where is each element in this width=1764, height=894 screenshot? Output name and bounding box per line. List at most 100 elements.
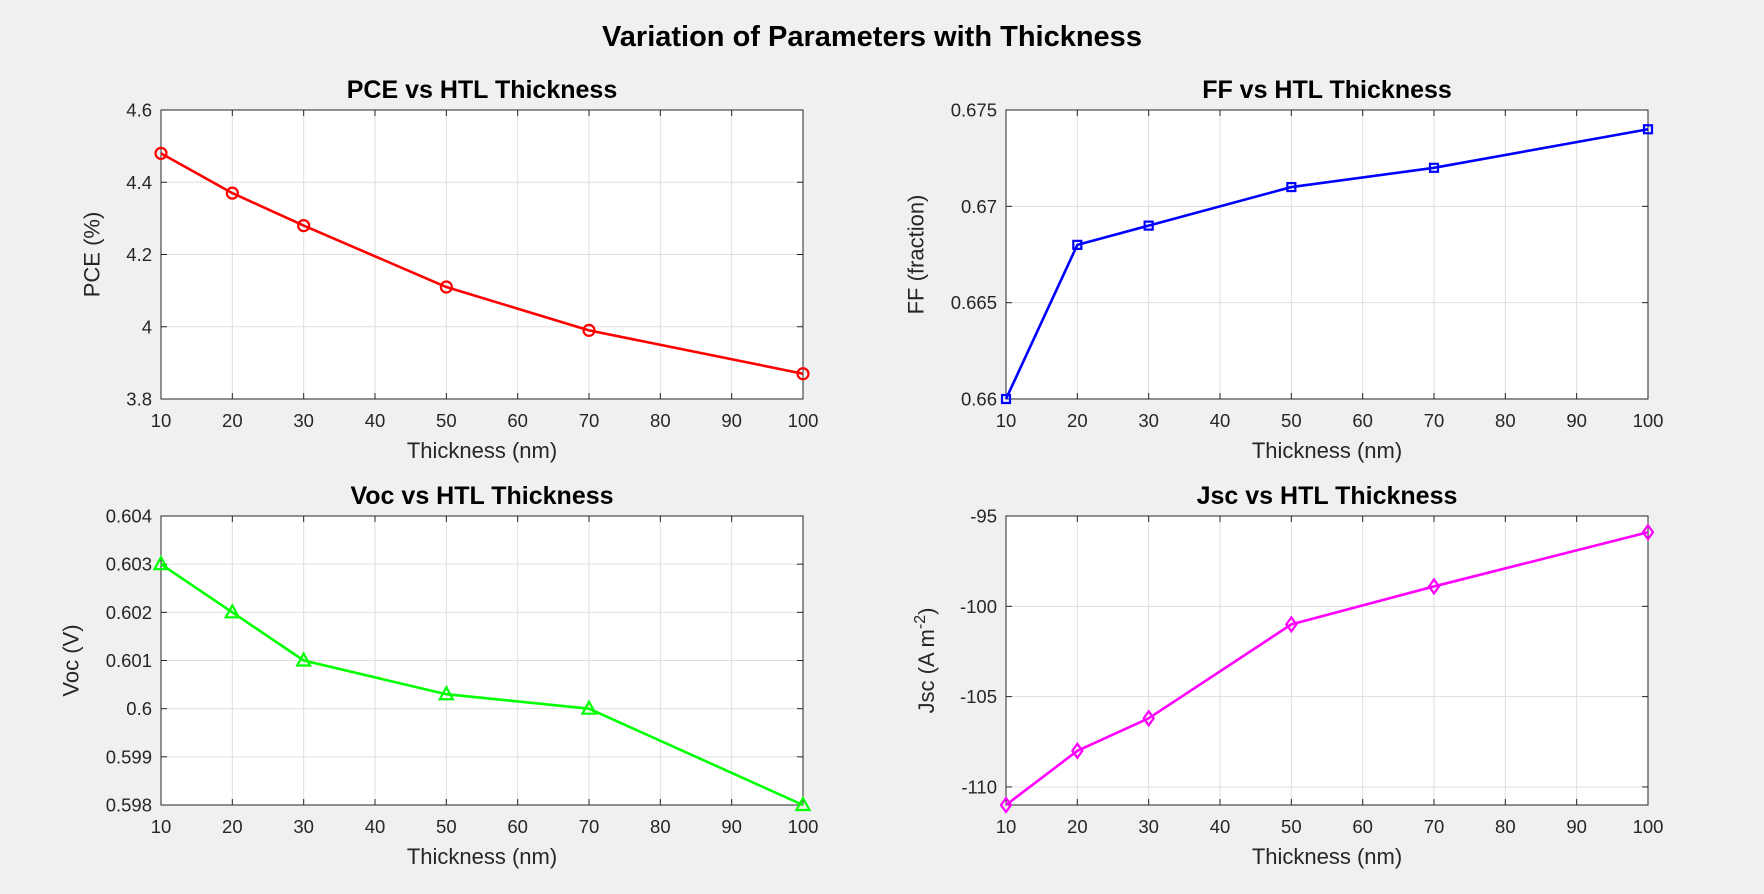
y-tick-label: 4 <box>142 316 152 337</box>
data-point-marker <box>1428 162 1440 173</box>
data-point-marker <box>796 367 810 381</box>
y-tick-label: -110 <box>961 776 997 797</box>
x-tick-label: 60 <box>507 410 528 431</box>
y-axis-label: Jsc (A m-2) <box>912 608 939 714</box>
x-tick-label: 80 <box>650 816 671 837</box>
data-point-marker <box>1070 741 1084 760</box>
x-tick-label: 90 <box>721 816 742 837</box>
x-tick-label: 100 <box>788 410 819 431</box>
data-point-marker <box>1286 181 1297 193</box>
subplot-2: 10 20 30 40 50 60 70 80 90 100 0.66 0.665 0.67 0.675 F… <box>904 76 1664 463</box>
x-axis-label: Thickness (nm) <box>407 844 557 869</box>
y-tick-label: 4.2 <box>126 244 152 265</box>
x-tick-label: 90 <box>1566 816 1587 837</box>
data-point-marker <box>295 651 313 667</box>
y-tick-label: 0.604 <box>106 506 152 527</box>
series-line <box>1004 127 1649 400</box>
x-tick-label: 20 <box>222 410 243 431</box>
data-point-marker <box>999 796 1013 814</box>
axes-box <box>1005 109 1649 400</box>
data-point-marker <box>1142 709 1156 728</box>
y-tick-label: 0.67 <box>961 196 997 217</box>
x-tick-label: 10 <box>996 816 1017 837</box>
x-tick-label: 50 <box>436 410 457 431</box>
x-tick-label: 40 <box>1210 816 1231 837</box>
subplot-title: Voc vs HTL Thickness <box>350 482 613 510</box>
x-tick-label: 80 <box>1495 816 1516 837</box>
x-tick-label: 10 <box>151 816 172 837</box>
x-tick-label: 30 <box>293 410 314 431</box>
y-tick-label: -100 <box>960 596 997 617</box>
x-tick-label: 30 <box>1138 410 1159 431</box>
subplot-1: 10 20 30 40 50 60 70 80 90 100 3.8 4 4.2 4.4 4.6 PCE vs… <box>80 76 819 463</box>
x-tick-label: 70 <box>579 410 600 431</box>
x-tick-label: 40 <box>1210 410 1231 431</box>
data-point-marker <box>1641 523 1655 542</box>
y-axis-label: Voc (V) <box>59 624 84 696</box>
subplot-4: 10 20 30 40 50 60 70 80 90 100 -110 -105 -100 -95 Jsc … <box>912 482 1663 869</box>
subplot-title: FF vs HTL Thickness <box>1202 76 1452 104</box>
data-point-marker <box>1072 239 1083 250</box>
y-axis-label-main: Jsc (A m <box>914 629 939 713</box>
x-tick-label: 90 <box>721 410 742 431</box>
x-tick-label: 20 <box>1067 816 1088 837</box>
data-point-marker <box>794 795 812 812</box>
x-tick-label: 90 <box>1566 410 1587 431</box>
data-point-marker <box>297 219 311 233</box>
x-tick-label: 50 <box>436 816 457 837</box>
x-tick-label: 60 <box>1352 816 1373 837</box>
y-tick-label: 0.598 <box>106 795 152 816</box>
x-tick-label: 50 <box>1281 816 1302 837</box>
x-tick-label: 60 <box>1352 410 1373 431</box>
subplot-title: Jsc vs HTL Thickness <box>1197 482 1458 510</box>
x-tick-label: 70 <box>579 816 600 837</box>
x-axis-label: Thickness (nm) <box>1252 844 1402 869</box>
y-axis-label: PCE (%) <box>80 212 105 298</box>
series-line <box>1005 530 1649 807</box>
y-tick-label: 4.6 <box>126 100 152 121</box>
y-tick-label: 3.8 <box>126 389 152 410</box>
data-point-marker <box>1000 393 1012 405</box>
x-tick-label: 20 <box>222 816 243 837</box>
x-tick-label: 40 <box>365 816 386 837</box>
y-tick-label: 0.599 <box>106 746 152 767</box>
subplot-title: PCE vs HTL Thickness <box>347 76 617 104</box>
data-point-marker <box>1284 615 1298 634</box>
axes-box <box>1005 515 1649 806</box>
x-tick-label: 50 <box>1281 410 1302 431</box>
data-point-marker <box>152 554 170 571</box>
y-tick-label: 4.4 <box>126 172 152 193</box>
x-tick-label: 30 <box>293 816 314 837</box>
figure-suptitle: Variation of Parameters with Thickness <box>602 21 1142 53</box>
x-tick-label: 10 <box>996 410 1017 431</box>
subplot-3: 10 20 30 40 50 60 70 80 90 100 0.598 0.599 0.6 0.601 0… <box>59 482 819 869</box>
data-point-marker <box>1642 124 1654 135</box>
y-tick-label: 0.6 <box>126 698 152 719</box>
data-point-marker <box>439 280 453 294</box>
data-point-marker <box>580 699 598 715</box>
x-tick-label: 70 <box>1424 410 1445 431</box>
x-tick-label: 10 <box>151 410 172 431</box>
x-tick-label: 100 <box>1633 816 1664 837</box>
x-axis-label: Thickness (nm) <box>407 438 557 463</box>
y-tick-label: 0.665 <box>951 292 997 313</box>
series-line <box>160 563 804 807</box>
axes-background <box>1006 516 1648 805</box>
data-point-marker <box>154 146 168 160</box>
x-tick-label: 100 <box>1633 410 1664 431</box>
y-tick-label: -95 <box>970 506 997 527</box>
x-axis-label: Thickness (nm) <box>1252 438 1402 463</box>
x-tick-label: 80 <box>650 410 671 431</box>
y-tick-label: 0.66 <box>961 389 997 410</box>
y-tick-label: 0.602 <box>106 602 152 623</box>
y-tick-label: 0.675 <box>951 100 997 121</box>
data-point-marker <box>1143 220 1154 231</box>
x-tick-label: 20 <box>1067 410 1088 431</box>
axes-background <box>1006 110 1648 399</box>
y-tick-label: -105 <box>960 686 997 707</box>
x-tick-label: 40 <box>365 410 386 431</box>
x-tick-label: 100 <box>788 816 819 837</box>
subplot-grid: 10 20 30 40 50 60 70 80 90 100 3.8 4 4.2 4.4 4.6 PCE vs… <box>59 76 1664 869</box>
y-axis-label: FF (fraction) <box>904 195 929 315</box>
